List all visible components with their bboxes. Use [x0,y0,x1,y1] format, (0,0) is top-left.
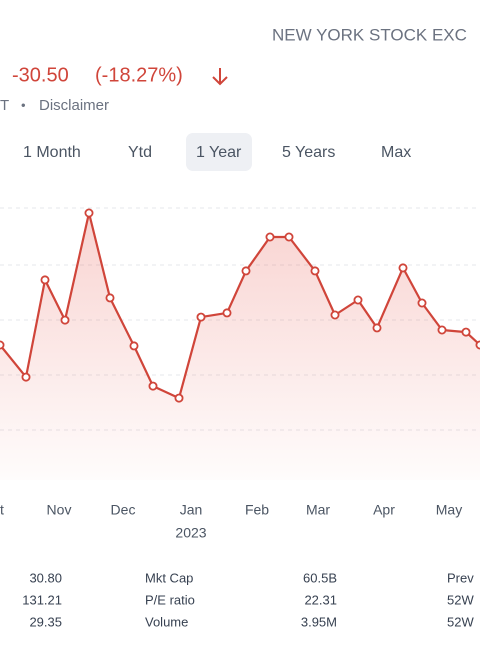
stat-value: 3.95M [301,614,337,629]
x-tick-label: Feb [245,502,269,518]
data-point [417,298,427,308]
data-point [0,340,5,350]
data-point [84,208,94,218]
data-point [461,327,471,337]
plot: t Nov Dec Jan Feb Mar Apr May 2023 [0,208,480,541]
stat-label: Prev [447,570,474,585]
data-point [196,312,206,322]
data-point [284,232,294,242]
exchange-name: NEW YORK STOCK EXC [272,25,467,44]
stat-label: P/E ratio [145,592,195,607]
tab[interactable]: 1 Month [23,144,81,161]
data-point [353,295,363,305]
stat-value: 22.31 [304,592,337,607]
x-tick-label: Dec [111,502,136,518]
tab-selected[interactable]: 1 Year [196,144,242,161]
x-tick-label: May [436,502,462,518]
x-tick-label: Jan [180,502,203,518]
x-tick-label: t [0,502,4,518]
tab-selected-bg [186,133,252,171]
data-point [40,275,50,285]
stat-label: 52W [447,614,474,629]
data-point [129,341,139,351]
stat-value: 30.80 [29,570,62,585]
data-point [398,263,408,273]
stats: 30.80 131.21 29.35 Mkt Cap 60.5B P/E ratio 22.… [22,570,474,629]
area-fill [0,213,480,480]
data-point [330,310,340,320]
stat-value: 60.5B [303,570,337,585]
data-point [372,323,382,333]
price-change: -30.50 [12,64,69,86]
data-point [222,308,232,318]
data-point [437,325,447,335]
stat-label: Volume [145,614,188,629]
disclaimer-link[interactable]: Disclaimer [39,97,109,114]
stat-value: 29.35 [29,614,62,629]
data-point [265,232,275,242]
separator: • [21,97,26,112]
data-point [60,315,70,325]
data-point [310,266,320,276]
tab[interactable]: 5 Years [282,144,335,161]
range-tabs: 1 Month Ytd 1 Year 5 Years Max [23,133,411,171]
data-point [174,393,184,403]
stat-label: Mkt Cap [145,570,193,585]
data-point [148,381,158,391]
tab[interactable]: Max [381,144,411,161]
tab[interactable]: Ytd [128,144,152,161]
x-tick-label: Apr [373,502,395,518]
year-label: 2023 [175,525,206,541]
stat-label: 52W [447,592,474,607]
data-point [241,266,251,276]
data-point [21,372,31,382]
x-tick-label: Nov [47,502,72,518]
x-tick-label: Mar [306,502,330,518]
data-point [105,293,115,303]
data-point [475,340,480,350]
down-arrow [212,68,228,86]
stat-value: 131.21 [22,592,62,607]
price-change-percent: (-18.27%) [95,64,183,86]
time-fragment: T [0,97,9,114]
